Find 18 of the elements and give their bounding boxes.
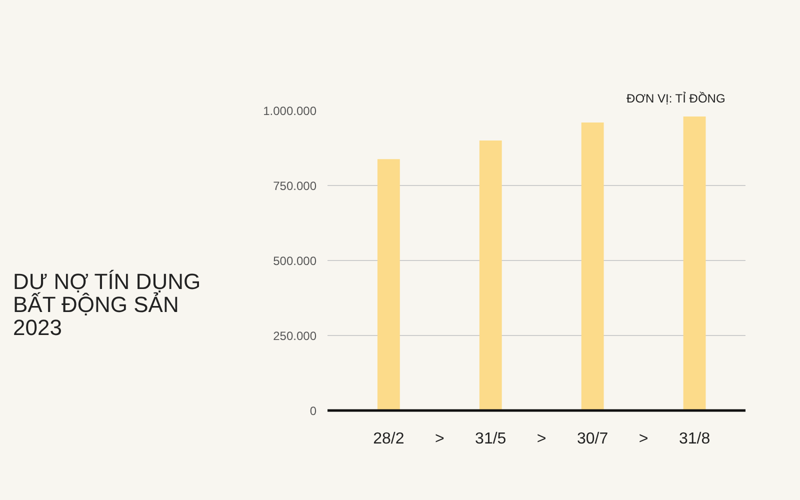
x-tick-label: 28/2	[373, 430, 404, 448]
y-tick-label: 750.000	[273, 179, 317, 193]
y-tick-label: 500.000	[273, 254, 317, 268]
y-tick-label: 0	[310, 404, 317, 418]
bar	[377, 159, 400, 410]
x-tick-label: 31/5	[475, 430, 506, 448]
bar	[479, 140, 502, 410]
text: DƯ NỢ TÍN DỤNG BẤT ĐỘNG SẢN 2023	[13, 269, 201, 340]
text: >	[638, 430, 648, 448]
x-tick-label: 31/8	[678, 430, 710, 448]
bar	[581, 122, 604, 410]
y-tick-label: 1.000.000	[263, 104, 317, 118]
text: >	[434, 430, 444, 448]
bar	[683, 116, 706, 410]
y-tick-label: 250.000	[273, 329, 317, 343]
text: ĐƠN VỊ: TỈ ĐỒNG	[626, 92, 726, 106]
x-tick-label: 30/7	[577, 430, 608, 448]
text: >	[536, 430, 546, 448]
